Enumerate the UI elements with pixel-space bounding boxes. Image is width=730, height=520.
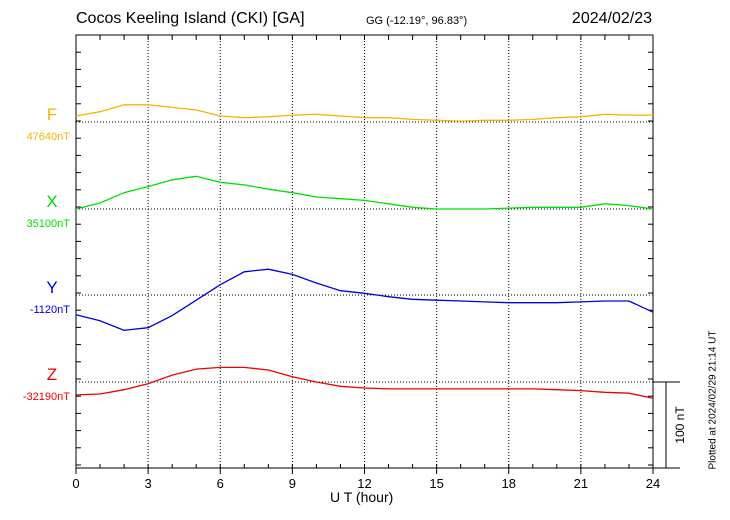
baseline-value-y: -1120nT <box>30 304 70 316</box>
x-tick-label: 9 <box>289 476 296 491</box>
x-tick-label: 12 <box>357 476 371 491</box>
station-title: Cocos Keeling Island (CKI) [GA] <box>76 10 305 27</box>
x-tick-label: 0 <box>72 476 79 491</box>
baseline-value-z: -32190nT <box>23 391 70 403</box>
x-tick-label: 21 <box>574 476 588 491</box>
baseline-value-x: 35100nT <box>27 218 71 230</box>
series-line-x <box>75 175 654 210</box>
series-line-y <box>75 268 654 331</box>
baseline-value-f: 47640nT <box>27 131 71 143</box>
x-tick-label: 24 <box>646 476 660 491</box>
series-line-f <box>75 104 653 122</box>
series-name-z: Z <box>47 365 57 384</box>
x-tick-label: 6 <box>217 476 224 491</box>
chart-date: 2024/02/23 <box>571 10 652 27</box>
x-tick-label: 18 <box>502 476 516 491</box>
series-name-y: Y <box>46 278 57 297</box>
station-coords: GG (-12.19°, 96.83°) <box>366 15 468 27</box>
series-name-f: F <box>47 105 57 124</box>
x-tick-label: 3 <box>145 476 152 491</box>
series-line-z <box>75 366 654 399</box>
x-tick-label: 15 <box>429 476 443 491</box>
x-axis-label: U T (hour) <box>330 489 394 505</box>
series-name-x: X <box>46 192 57 211</box>
